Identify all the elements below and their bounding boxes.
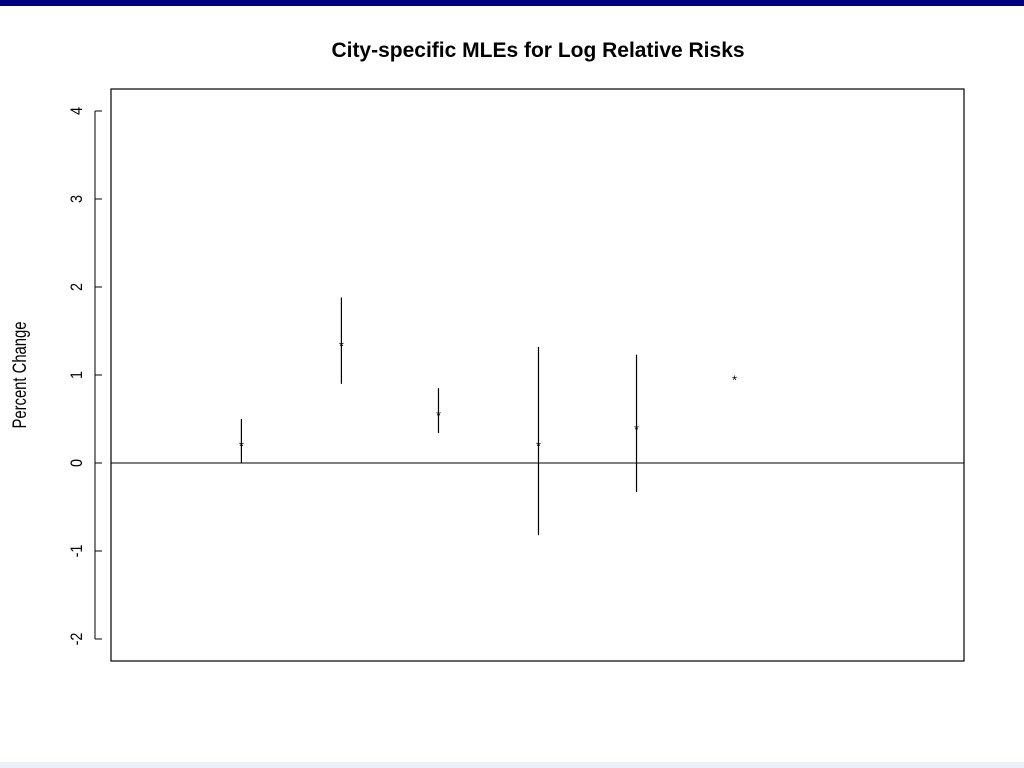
point-marker-4: * bbox=[536, 439, 541, 454]
chart-title: City-specific MLEs for Log Relative Risk… bbox=[331, 39, 744, 62]
y-tick-label-6: 4 bbox=[68, 107, 86, 115]
y-tick-label-1: -1 bbox=[68, 545, 86, 558]
point-marker-1: * bbox=[239, 439, 244, 454]
point-marker-3: * bbox=[436, 408, 441, 423]
y-tick-label-4: 2 bbox=[68, 283, 86, 291]
y-tick-label-2: 0 bbox=[68, 459, 86, 467]
point-marker-6: * bbox=[732, 373, 737, 388]
bottom-strip bbox=[0, 762, 1024, 768]
point-marker-2: * bbox=[339, 338, 344, 353]
plot-frame bbox=[110, 88, 965, 662]
y-tick-label-5: 3 bbox=[68, 195, 86, 203]
y-tick-label-3: 1 bbox=[68, 371, 86, 379]
y-axis-title: Percent Change bbox=[9, 322, 30, 429]
top-bar bbox=[0, 0, 1024, 6]
point-marker-5: * bbox=[634, 422, 639, 437]
y-tick-label-0: -2 bbox=[68, 633, 86, 646]
